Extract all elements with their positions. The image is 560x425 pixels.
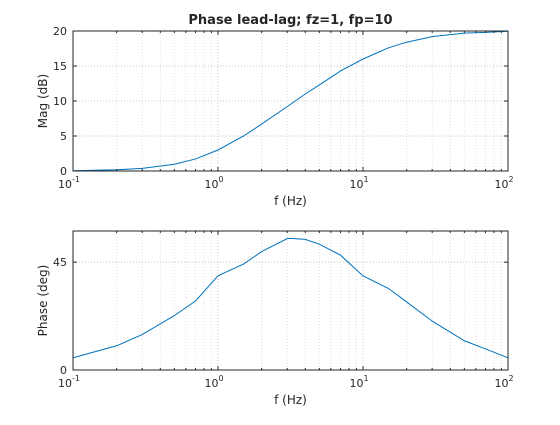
y-axis-label: Phase (deg) (36, 265, 50, 337)
y-tick-label: 0 (60, 165, 67, 178)
plot-area (73, 231, 508, 370)
x-tick-label: 100 (204, 175, 223, 191)
y-tick-label: 5 (60, 130, 67, 143)
y-axis-label: Mag (dB) (36, 74, 50, 128)
y-tick-label: 20 (53, 25, 67, 38)
x-tick-label: 10-1 (58, 374, 80, 390)
x-tick-label: 102 (494, 175, 513, 191)
x-tick-label: 100 (204, 374, 223, 390)
x-axis-label: f (Hz) (274, 393, 307, 407)
chart-title: Phase lead-lag; fz=1, fp=10 (188, 13, 392, 28)
phase-series-line (72, 237, 509, 359)
x-tick-label: 102 (494, 374, 513, 390)
x-tick-label: 10-1 (58, 175, 80, 191)
magnitude-axes: 10-1 100 101 102 0 5 10 15 20 f (Hz) Mag (dB) Phase… (36, 13, 514, 208)
x-tick-label: 101 (349, 374, 368, 390)
magnitude-series-line (72, 30, 509, 172)
axes-frame (72, 230, 509, 371)
y-tick-label: 45 (53, 256, 67, 269)
y-tick-label: 10 (53, 95, 67, 108)
x-axis-label: f (Hz) (274, 194, 307, 208)
x-tick-label: 101 (349, 175, 368, 191)
phase-axes: 10-1 100 101 102 0 45 f (Hz) Phase (deg) (36, 230, 514, 407)
y-tick-label: 15 (53, 60, 67, 73)
y-tick-label: 0 (60, 364, 67, 377)
